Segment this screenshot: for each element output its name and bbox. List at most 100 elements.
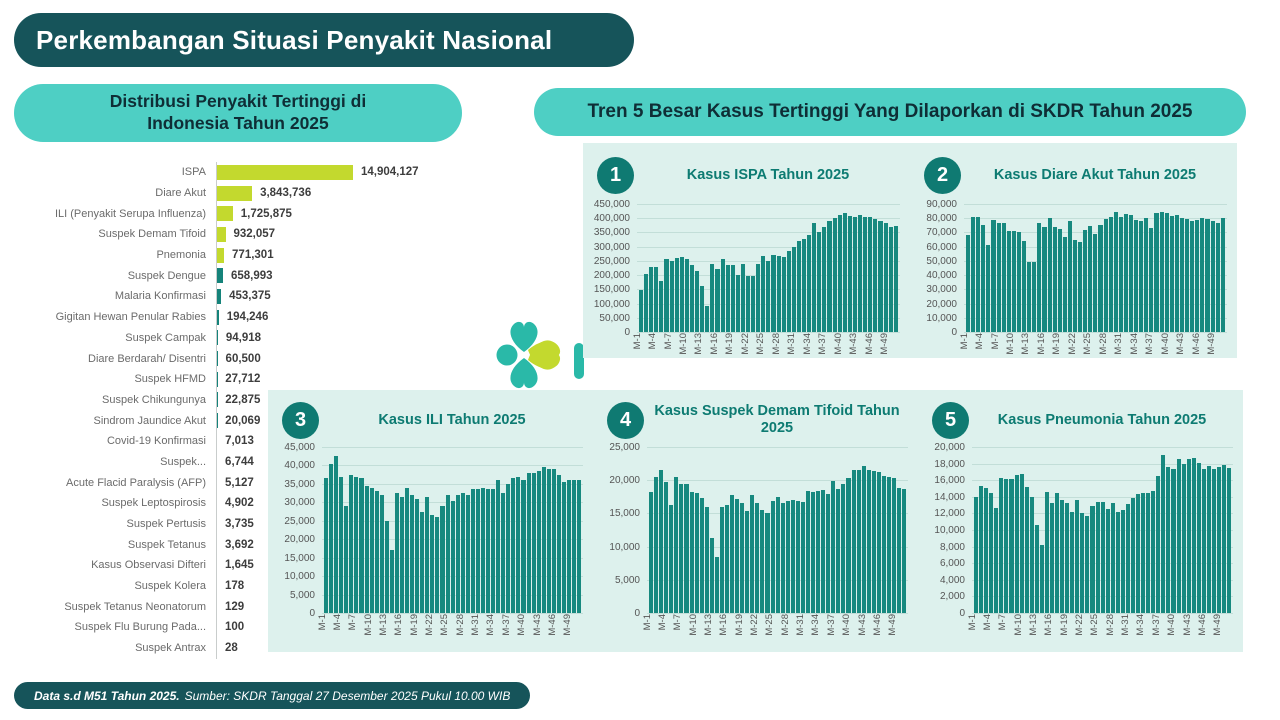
x-tick-label: M-46	[1190, 333, 1202, 355]
x-tick-label: M-22	[1066, 333, 1078, 355]
bar	[1156, 476, 1161, 613]
trend-panel-title: Tren 5 Besar Kasus Tertinggi Yang Dilapo…	[587, 101, 1193, 122]
distribution-panel-title: Distribusi Penyakit Tertinggi di Indones…	[109, 91, 367, 133]
bar	[1174, 215, 1179, 332]
x-tick-label: M-1	[966, 614, 978, 631]
bar	[755, 503, 760, 613]
bar	[354, 476, 359, 613]
disease-label: Suspek Chikungunya	[102, 393, 206, 406]
bar	[475, 489, 480, 613]
disease-label: Suspek Demam Tifoid	[98, 228, 206, 241]
bar	[1110, 502, 1115, 613]
disease-bar	[217, 309, 219, 325]
bar	[1019, 474, 1024, 613]
y-tick-label: 30,000	[284, 497, 315, 509]
x-tick-label: M-10	[362, 614, 374, 636]
disease-row: Suspek HFMD 27,712	[14, 368, 474, 390]
disease-value: 6,744	[225, 455, 254, 468]
chart-title: Kasus ILI Tahun 2025	[378, 411, 526, 428]
x-tick-label: M-28	[454, 614, 466, 636]
disease-label: Kasus Observasi Difteri	[91, 559, 206, 572]
bar	[888, 226, 893, 332]
y-axis: 20,000 18,000 16,000 14,000 12,000 10,000 8,00…	[922, 442, 972, 657]
bar	[399, 496, 404, 613]
bar	[664, 482, 669, 613]
bar	[1022, 240, 1027, 332]
bar	[1062, 236, 1067, 332]
disease-row: Suspek Leptospirosis 4,902	[14, 493, 474, 514]
bar	[1098, 225, 1103, 332]
bar	[659, 280, 664, 332]
y-tick-label: 350,000	[593, 227, 630, 239]
x-tick-label: M-19	[1058, 614, 1070, 636]
bar	[689, 492, 694, 613]
data-source-footer: Data s.d M51 Tahun 2025. Sumber: SKDR Ta…	[14, 682, 531, 709]
bar	[470, 489, 475, 613]
bar	[394, 493, 399, 613]
gridline	[972, 496, 1233, 498]
disease-row: ILI (Penyakit Serupa Influenza) 1,725,875	[14, 203, 474, 225]
bar	[480, 487, 485, 613]
y-tick-label: 18,000	[934, 458, 965, 470]
bar	[1129, 215, 1134, 332]
bar	[724, 505, 729, 613]
disease-label: Acute Flacid Paralysis (AFP)	[66, 476, 206, 489]
bar	[521, 480, 526, 613]
gridline	[647, 613, 908, 614]
bar	[1151, 491, 1156, 613]
trend-panel-header: Tren 5 Besar Kasus Tertinggi Yang Dilapo…	[534, 88, 1246, 136]
chart-title: Kasus ISPA Tahun 2025	[686, 166, 850, 183]
gridline	[637, 246, 900, 248]
gridline	[964, 332, 1227, 333]
x-tick-label: M-1	[631, 333, 643, 350]
bar	[851, 470, 856, 613]
bar	[501, 493, 506, 613]
x-tick-label: M-25	[764, 614, 776, 636]
x-tick-label: M-43	[856, 614, 868, 636]
disease-bar	[217, 206, 233, 222]
bar	[1042, 227, 1047, 332]
y-tick-label: 100,000	[593, 298, 630, 310]
bar	[1011, 231, 1016, 332]
disease-row: Sindrom Jaundice Akut 20,069	[14, 410, 474, 431]
disease-value: 22,875	[225, 393, 261, 406]
x-tick-label: M-40	[516, 614, 528, 636]
bar	[770, 501, 775, 613]
disease-label: Gigitan Hewan Penular Rabies	[55, 311, 206, 324]
page-title-bar: Perkembangan Situasi Penyakit Nasional	[14, 13, 634, 67]
x-tick-label: M-40	[1159, 333, 1171, 355]
bar	[1078, 241, 1083, 332]
disease-label: Suspek Antrax	[135, 642, 206, 655]
bar	[455, 494, 460, 613]
y-tick-label: 15,000	[284, 552, 315, 564]
disease-label: Suspek Campak	[125, 331, 206, 344]
bar	[561, 482, 566, 613]
bar	[776, 255, 781, 332]
gridline	[964, 232, 1227, 234]
x-tick-label: M-19	[724, 333, 736, 355]
bar	[649, 266, 654, 332]
bar	[536, 470, 541, 613]
footer-source: Sumber: SKDR Tanggal 27 Desember 2025 Pu…	[184, 688, 511, 703]
disease-value: 100	[225, 621, 245, 634]
x-tick-label: M-7	[662, 333, 674, 350]
disease-bar	[217, 288, 222, 304]
bar	[445, 494, 450, 613]
bar	[704, 506, 709, 613]
bar	[852, 216, 858, 332]
x-tick-label: M-34	[1135, 614, 1147, 636]
bar	[1181, 464, 1186, 613]
y-tick-label: 0	[959, 608, 965, 619]
bar	[669, 505, 674, 613]
bar	[1055, 493, 1060, 613]
bar	[415, 498, 420, 613]
bar	[902, 488, 907, 613]
bar	[984, 487, 989, 613]
y-tick-label: 25,000	[609, 442, 640, 453]
x-tick-label: M-31	[795, 614, 807, 636]
bar	[674, 476, 679, 613]
bar	[679, 257, 684, 332]
bar	[1027, 261, 1032, 332]
bar	[1085, 515, 1090, 613]
bar	[577, 480, 582, 613]
